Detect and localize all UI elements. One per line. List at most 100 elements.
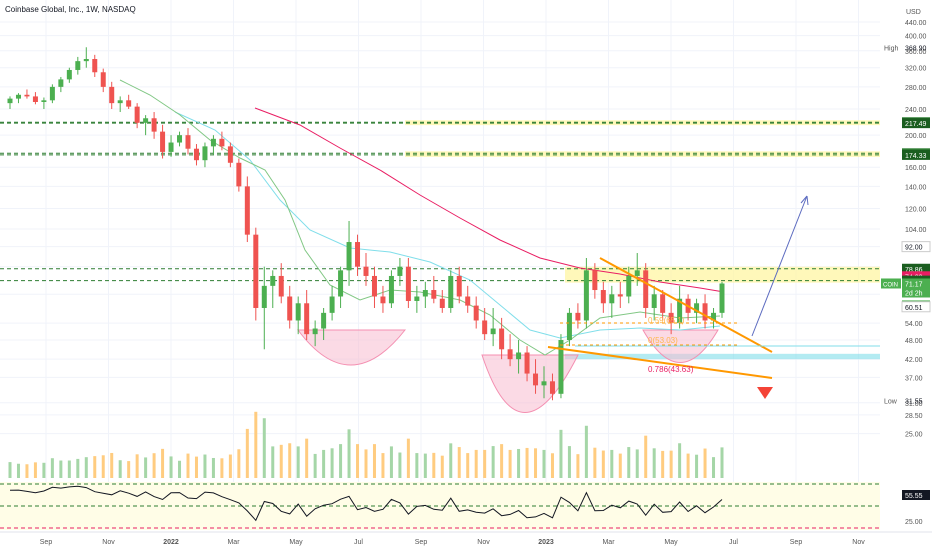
candlesticks (7, 47, 725, 401)
volume-bar (59, 460, 63, 478)
time-tick-label: Jul (729, 539, 738, 546)
candle-body (719, 283, 725, 313)
volume-bar (67, 460, 71, 478)
volume-bar (76, 458, 80, 478)
candle-body (711, 312, 717, 321)
price-tick-label: 42.00 (905, 357, 923, 364)
volume-bar (101, 455, 105, 478)
volume-bar (415, 453, 419, 478)
indicator-value-badge (902, 490, 930, 500)
candle-body (126, 100, 132, 107)
time-tick-label: Nov (102, 539, 115, 546)
candle-body (321, 312, 327, 329)
volume-bar (466, 453, 470, 478)
candle-body (32, 96, 38, 103)
volume-bar (525, 447, 529, 478)
time-tick-label: May (289, 539, 303, 546)
volume-bar (474, 449, 478, 478)
candle-body (185, 135, 191, 149)
candle-body (100, 72, 106, 87)
candle-body (109, 86, 115, 104)
candle-body (549, 381, 555, 394)
volume-bar (457, 447, 461, 478)
price-tick-label: 400.00 (905, 34, 927, 41)
volume-bar (42, 462, 46, 478)
candle-body (7, 98, 13, 104)
volume-bar (432, 452, 436, 478)
wedge-upper-line (599, 257, 773, 353)
candle-body (287, 296, 293, 321)
volume-bar (330, 448, 334, 478)
volume-bar (186, 453, 190, 478)
volume-bar (593, 447, 597, 478)
volume-bar (661, 450, 665, 478)
candle-body (422, 290, 428, 297)
candle-body (516, 352, 522, 360)
volume-bar (262, 418, 266, 478)
volume-bar (16, 463, 20, 478)
candle-body (117, 100, 123, 104)
candle-body (660, 294, 666, 313)
candle-body (643, 270, 649, 308)
candle-body (439, 298, 445, 308)
volume-bar (576, 454, 580, 478)
candle-body (626, 275, 632, 297)
volume-bar (440, 455, 444, 478)
volume-bar (364, 449, 368, 478)
volume-bar (618, 453, 622, 478)
coin-price-label: 71.17 (905, 281, 923, 288)
candle-body (24, 94, 30, 97)
volume-bar (500, 444, 504, 478)
volume-bar (110, 452, 114, 478)
candle-body (92, 59, 98, 73)
candle-body (575, 312, 581, 321)
price-tick-label: 37.00 (905, 375, 923, 382)
volume-bar (542, 449, 546, 478)
candle-body (304, 303, 310, 335)
price-badge-label: 174.33 (905, 153, 927, 160)
volume-bar (695, 454, 699, 478)
volume-bar (144, 457, 148, 478)
volume-bar (152, 453, 156, 478)
candle-body (202, 146, 208, 161)
volume-bar (313, 453, 317, 478)
candle-body (210, 138, 216, 147)
time-axis[interactable]: Sep Nov 2022 Mar May Jul Sep Nov 2023 Mar May Jul Se… (0, 531, 932, 550)
volume-bar (508, 449, 512, 478)
currency-label: USD (906, 9, 921, 16)
candle-body (151, 118, 157, 132)
price-badge (902, 149, 930, 160)
volume-bar (610, 449, 614, 478)
time-tick-label: Nov (477, 539, 490, 546)
candle-body (490, 328, 496, 335)
time-tick-label: Mar (602, 539, 615, 546)
price-badge-label: 92.00 (905, 245, 923, 252)
volume-bar (652, 448, 656, 478)
candle-body (414, 296, 420, 301)
volume-bar (194, 456, 198, 478)
candle-body (465, 296, 471, 306)
candle-body (431, 290, 437, 299)
price-axis[interactable]: 440.00 400.00 360.00 320.00 280.00 240.00 200.… (880, 0, 932, 550)
volume-bar (449, 443, 453, 478)
volume-bar (50, 458, 54, 478)
high-label: High (884, 45, 899, 52)
volume-bar (127, 461, 131, 478)
volume-bar (203, 454, 207, 478)
volume-bar (381, 453, 385, 478)
volume-bar (559, 429, 563, 478)
volume-bar (84, 457, 88, 478)
indicator-line (9, 485, 723, 522)
candle-body (473, 305, 479, 321)
volume-bar (703, 448, 707, 478)
projection-arrow-line (751, 195, 808, 337)
time-tick-label: May (664, 539, 678, 546)
volume-bar (491, 446, 495, 478)
volume-bar (296, 446, 300, 478)
volume-bar (347, 429, 351, 478)
time-tick-label: Nov (852, 539, 865, 546)
low-value: 31.55 (905, 398, 923, 405)
candle-body (533, 373, 539, 386)
candle-body (15, 94, 21, 99)
